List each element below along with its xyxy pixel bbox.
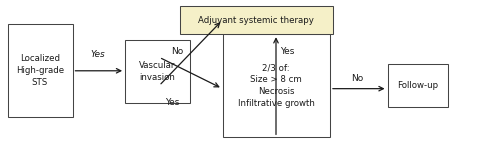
Text: Vascular
invasion: Vascular invasion	[140, 61, 175, 82]
Text: Yes: Yes	[90, 50, 105, 59]
Text: 2/3 of:
Size > 8 cm
Necrosis
Infiltrative growth: 2/3 of: Size > 8 cm Necrosis Infiltrativ…	[238, 64, 314, 108]
FancyBboxPatch shape	[388, 64, 448, 107]
Text: No: No	[352, 74, 364, 83]
Text: Yes: Yes	[166, 98, 179, 107]
Text: Localized
High-grade
STS: Localized High-grade STS	[16, 54, 64, 87]
FancyBboxPatch shape	[125, 40, 190, 103]
FancyBboxPatch shape	[8, 24, 72, 117]
Text: Follow-up: Follow-up	[397, 81, 438, 90]
FancyBboxPatch shape	[222, 34, 330, 137]
Text: Adjuvant systemic therapy: Adjuvant systemic therapy	[198, 16, 314, 24]
FancyBboxPatch shape	[180, 6, 332, 34]
Text: Yes: Yes	[280, 47, 294, 56]
Text: No: No	[172, 47, 183, 56]
